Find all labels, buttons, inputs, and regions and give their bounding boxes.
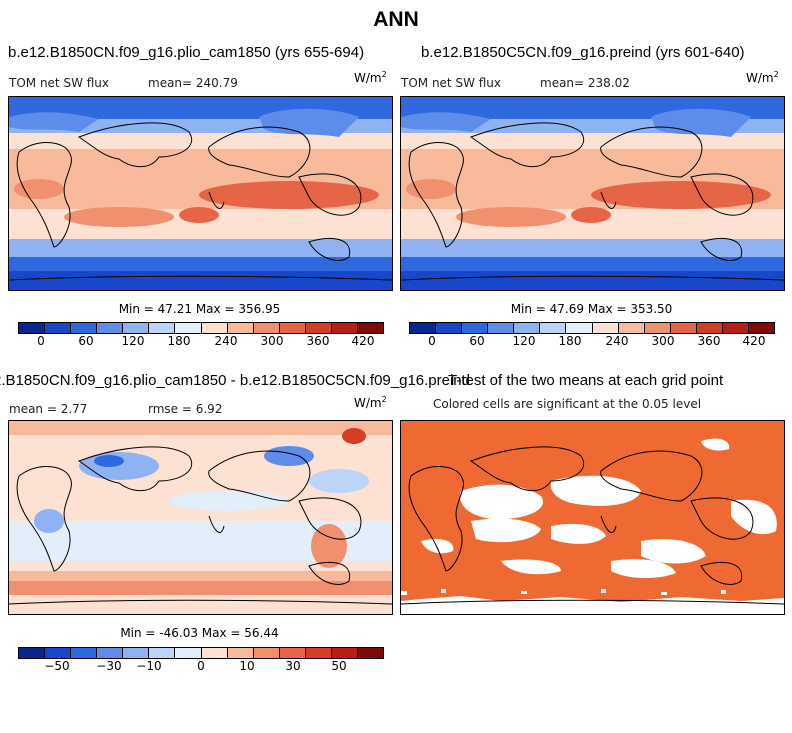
colorbar-cell [97, 648, 124, 658]
colorbar-cell [410, 323, 437, 333]
colorbar-cell [97, 323, 124, 333]
colorbar-tick: 50 [331, 659, 347, 673]
colorbar-tick: 0 [197, 659, 205, 673]
colorbar-tick: 300 [651, 334, 675, 348]
colorbar-cell [71, 648, 98, 658]
colorbar-tick: 360 [697, 334, 721, 348]
colorbar-cell [540, 323, 567, 333]
colorbar-tick: 180 [167, 334, 191, 348]
colorbar-cell [618, 323, 645, 333]
colorbar-ticks-top-left: 0 60 120 180 240 300 360 420 [18, 334, 384, 350]
colorbar-cell [305, 323, 332, 333]
colorbar-tick: 60 [469, 334, 485, 348]
map-top-left [8, 96, 393, 291]
colorbar-cell [749, 323, 775, 333]
subtitle-bottom-right: Colored cells are significant at the 0.0… [433, 397, 702, 411]
colorbar-cell [488, 323, 515, 333]
colorbar-tick: 420 [742, 334, 766, 348]
colorbar-ticks-top-right: 0 60 120 180 240 300 360 420 [409, 334, 775, 350]
rmse-label-bottom-left: rmse = 6.92 [148, 402, 223, 416]
colorbar-cell [149, 648, 176, 658]
colorbar-tick: −10 [136, 659, 162, 673]
colorbar-cell [201, 323, 228, 333]
figure-title: ANN [373, 8, 419, 31]
colorbar-tick: 30 [285, 659, 301, 673]
colorbar-cell [253, 648, 280, 658]
colorbar-tick: 240 [214, 334, 238, 348]
minmax-top-right: Min = 47.69 Max = 353.50 [510, 302, 673, 316]
colorbar-cell [644, 323, 671, 333]
panel-title-bottom-right: T-test of the two means at each grid poi… [448, 372, 724, 389]
minmax-bottom-left: Min = -46.03 Max = 56.44 [120, 626, 279, 640]
colorbar-cell [227, 323, 254, 333]
minmax-top-left: Min = 47.21 Max = 356.95 [118, 302, 281, 316]
colorbar-cell [201, 648, 228, 658]
colorbar-cell [19, 648, 46, 658]
panel-title-clip-bottom-left: b.e12.B1850CN.f09_g16.plio_cam1850 - b.e… [0, 370, 470, 392]
colorbar-cell [45, 323, 72, 333]
variable-label-top-right: TOM net SW flux [401, 76, 502, 90]
colorbar-cell [123, 648, 150, 658]
map-bottom-right [400, 420, 785, 615]
colorbar-cell [566, 323, 593, 333]
colorbar-cell [175, 323, 202, 333]
colorbar-cell [305, 648, 332, 658]
colorbar-bottom-left [18, 647, 384, 659]
colorbar-tick: 360 [306, 334, 330, 348]
colorbar-cell [279, 648, 306, 658]
colorbar-cell [227, 648, 254, 658]
panel-title-top-left: b.e12.B1850CN.f09_g16.plio_cam1850 (yrs … [8, 44, 365, 61]
colorbar-cell [19, 323, 46, 333]
map-bottom-left [8, 420, 393, 615]
mean-label-top-left: mean= 240.79 [148, 76, 238, 90]
colorbar-cell [71, 323, 98, 333]
colorbar-cell [331, 323, 359, 333]
colorbar-cell [175, 648, 202, 658]
colorbar-cell [358, 323, 384, 333]
mean-label-top-right: mean= 238.02 [540, 76, 630, 90]
colorbar-tick: 10 [239, 659, 255, 673]
colorbar-ticks-bottom-left: −50 −30 −10 0 10 30 50 [18, 659, 384, 675]
colorbar-cell [149, 323, 176, 333]
colorbar-cell [436, 323, 463, 333]
colorbar-cell [696, 323, 723, 333]
colorbar-cell [45, 648, 72, 658]
colorbar-cell [331, 648, 359, 658]
units-label-bottom-left: W/m2 [354, 395, 387, 410]
mean-label-bottom-left: mean = 2.77 [9, 402, 88, 416]
colorbar-tick: 420 [351, 334, 375, 348]
colorbar-tick: 120 [121, 334, 145, 348]
colorbar-tick: 0 [37, 334, 45, 348]
colorbar-tick: 120 [512, 334, 536, 348]
colorbar-tick: 60 [78, 334, 94, 348]
colorbar-tick: 0 [428, 334, 436, 348]
colorbar-tick: −30 [96, 659, 122, 673]
colorbar-cell [722, 323, 750, 333]
units-label-top-right: W/m2 [746, 70, 779, 85]
units-label-top-left: W/m2 [354, 70, 387, 85]
colorbar-tick: 300 [260, 334, 284, 348]
colorbar-cell [279, 323, 306, 333]
variable-label-top-left: TOM net SW flux [9, 76, 110, 90]
colorbar-cell [358, 648, 384, 658]
panel-title-top-right: b.e12.B1850C5CN.f09_g16.preind (yrs 601-… [421, 44, 745, 61]
map-top-right [400, 96, 785, 291]
colorbar-cell [670, 323, 697, 333]
colorbar-cell [462, 323, 489, 333]
colorbar-cell [514, 323, 541, 333]
colorbar-tick: 240 [605, 334, 629, 348]
colorbar-cell [253, 323, 280, 333]
colorbar-tick: −50 [44, 659, 70, 673]
colorbar-tick: 180 [558, 334, 582, 348]
colorbar-top-left [18, 322, 384, 334]
colorbar-cell [123, 323, 150, 333]
colorbar-top-right [409, 322, 775, 334]
colorbar-cell [592, 323, 619, 333]
panel-title-bottom-left: b.e12.B1850CN.f09_g16.plio_cam1850 - b.e… [0, 372, 470, 389]
